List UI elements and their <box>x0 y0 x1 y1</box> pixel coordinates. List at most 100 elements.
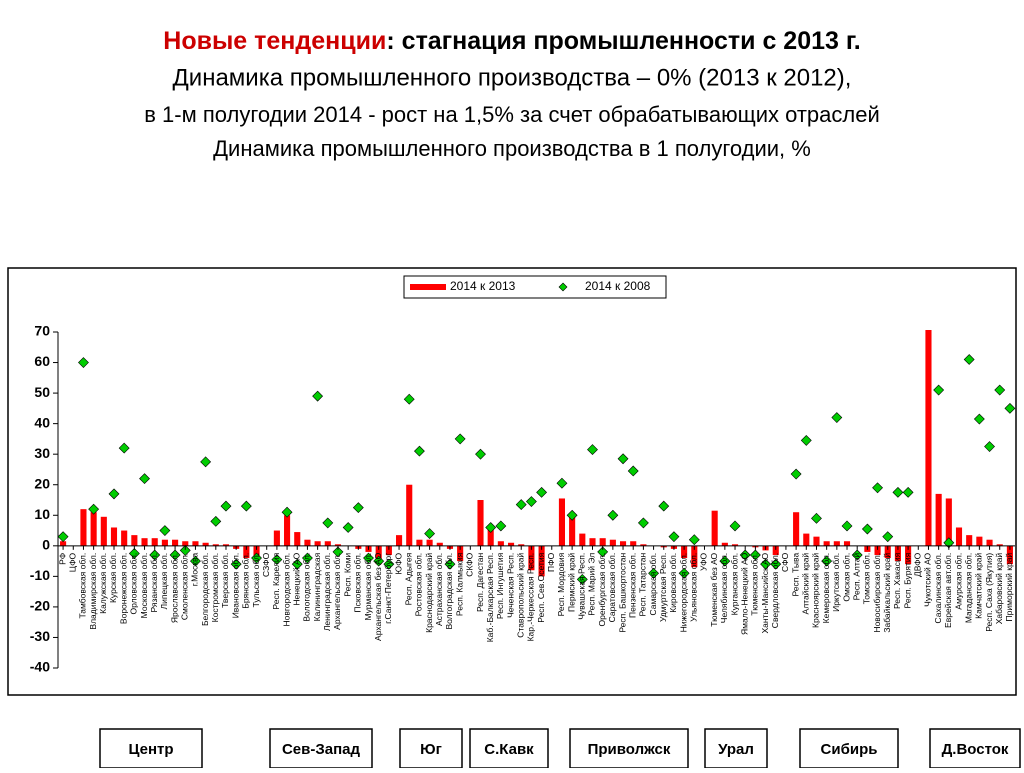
bar <box>966 535 973 546</box>
x-tick-label: Приморский край <box>1004 553 1014 622</box>
region-button <box>399 728 463 769</box>
diamond <box>933 384 945 396</box>
x-tick-label: Ханты-Мансийск.АО <box>760 552 770 633</box>
region-label: С.Кавк <box>484 741 534 758</box>
x-tick-label: Удмуртская Респ. <box>658 553 668 622</box>
x-tick-label: Респ. Калмыкия <box>454 552 464 616</box>
diamond <box>597 546 609 558</box>
bar <box>579 533 586 546</box>
bar <box>986 539 993 546</box>
diamond <box>373 555 385 567</box>
diamond <box>617 453 629 465</box>
x-tick-label: Респ. Бурятия <box>902 552 912 608</box>
x-tick-label: Респ. Ингушетия <box>495 552 505 619</box>
x-tick-label: Респ. Хакасия <box>892 552 902 609</box>
legend-label: 2014 к 2013 <box>450 279 516 293</box>
diamond <box>973 413 985 425</box>
x-tick-label: Астраханская обл. <box>434 553 444 626</box>
subtitle: в 1-м полугодии 2014 - рост на 1,5% за с… <box>144 102 880 127</box>
x-tick-label: Ленинградская обл. <box>322 553 332 631</box>
diamond <box>678 567 690 579</box>
bar <box>843 541 851 546</box>
x-tick-label: Псковская обл. <box>353 553 363 613</box>
x-tick-label: г.Москва <box>190 553 200 587</box>
bar <box>589 538 596 546</box>
x-tick-label: Магаданская обл. <box>963 553 973 623</box>
bar <box>487 527 494 546</box>
x-tick-label: Оренбургская обл. <box>597 553 607 627</box>
x-tick-label: Ростовская обл. <box>414 553 424 617</box>
bar <box>324 541 331 546</box>
bar <box>284 515 291 546</box>
diamond <box>770 558 782 570</box>
bar <box>721 542 728 546</box>
x-tick-label: Тюменская обл. <box>750 553 760 616</box>
diamond <box>220 500 232 512</box>
diamond <box>444 558 456 570</box>
x-tick-label: Архангельская без АО <box>373 552 383 641</box>
x-tick-label: Хабаровский край <box>994 553 1004 625</box>
bar <box>396 535 403 546</box>
title-rest: : стагнация промышленности с 2013 г. <box>386 27 860 55</box>
x-tick-label: Архангельская обл. <box>332 553 342 630</box>
region-label: Д.Восток <box>942 741 1009 758</box>
x-tick-label: Омская обл. <box>841 553 851 602</box>
diamond <box>841 520 853 532</box>
y-tick-label: 10 <box>34 506 50 522</box>
diamond <box>179 544 191 556</box>
x-tick-label: Краснодарский край <box>424 553 434 633</box>
bar <box>385 545 392 555</box>
diamond <box>882 531 894 543</box>
x-tick-label: ПФО <box>546 552 556 572</box>
bar <box>955 527 963 546</box>
x-tick-label: Респ. Адыгея <box>403 552 413 605</box>
x-tick-label: Респ. Башкортостан <box>617 553 627 633</box>
x-tick-label: Еврейская авт.обл. <box>943 553 953 628</box>
diamond <box>118 442 130 454</box>
x-tick-label: Свердловская обл. <box>770 553 780 628</box>
bar <box>518 544 525 546</box>
x-tick-label: Новосибирская обл. <box>872 553 882 633</box>
bar <box>436 542 443 546</box>
x-tick-label: Липецкая обл. <box>159 553 169 610</box>
y-tick-label: 50 <box>34 384 50 400</box>
region-label: Юг <box>420 741 442 758</box>
x-tick-label: Смоленская обл. <box>180 553 190 620</box>
x-tick-label: ДВФО <box>913 552 923 577</box>
diamond <box>648 567 660 579</box>
bar <box>182 541 189 546</box>
bar <box>833 541 840 546</box>
diamond <box>271 554 283 565</box>
title-highlight: Новые тенденции <box>163 27 386 55</box>
diamond <box>994 384 1006 396</box>
x-tick-label: Чувашская Респ. <box>577 553 587 620</box>
x-tick-label: Мурманская обл. <box>363 553 373 621</box>
subtitle: Динамика промышленного производства в 1 … <box>213 136 811 161</box>
diamond <box>57 531 69 543</box>
region-button <box>269 728 373 769</box>
region-label: Приволжск <box>588 741 671 758</box>
bar <box>202 542 209 546</box>
bar <box>172 539 179 546</box>
x-tick-label: Волгоградская обл. <box>444 553 454 630</box>
x-tick-label: Чукотский АО <box>923 552 933 606</box>
bar <box>935 493 942 546</box>
diamond <box>760 558 771 570</box>
legend-swatch <box>558 282 568 292</box>
bar <box>60 541 67 546</box>
bar <box>497 541 504 546</box>
x-tick-label: Ненецкий АО <box>292 552 302 605</box>
y-tick-label: 70 <box>34 323 50 339</box>
region-button <box>704 728 768 769</box>
x-tick-label: Респ. Мордовия <box>556 552 566 616</box>
y-tick-label: 60 <box>34 353 50 369</box>
x-tick-label: Тульская обл. <box>251 553 261 608</box>
bar <box>334 544 342 546</box>
y-tick-label: -10 <box>30 567 50 583</box>
diamond <box>729 520 741 532</box>
diamond <box>159 525 171 536</box>
bar <box>599 538 606 546</box>
bar <box>996 544 1003 546</box>
bar <box>131 535 138 546</box>
y-tick-label: -20 <box>30 598 50 614</box>
